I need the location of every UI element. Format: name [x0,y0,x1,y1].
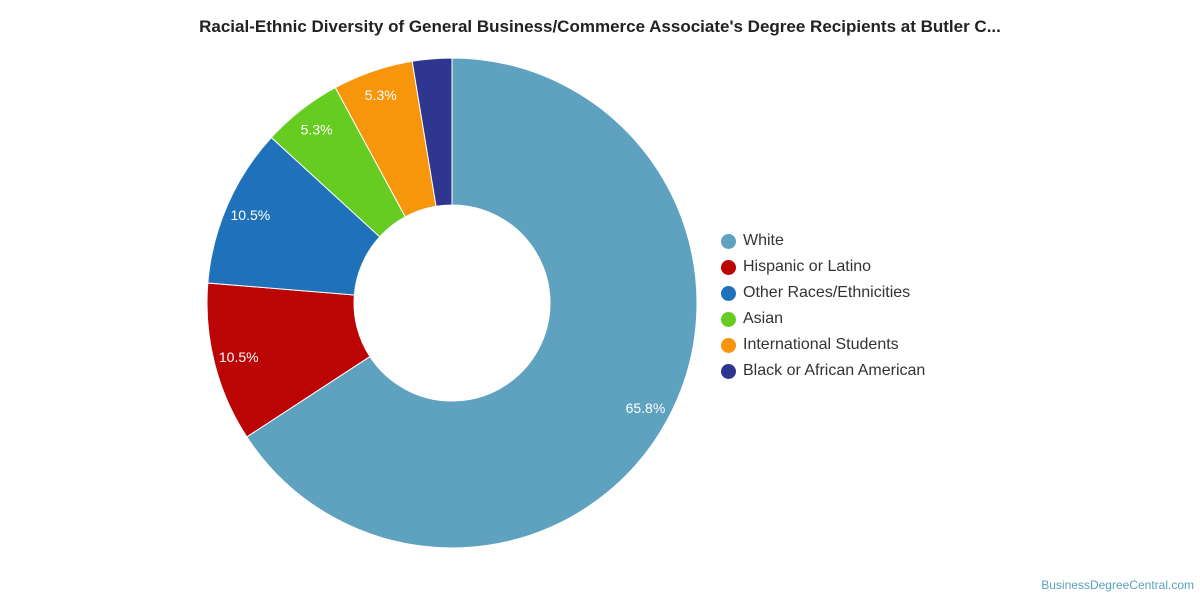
legend-swatch-icon [721,285,736,301]
slice-label-asian: 5.3% [301,122,333,138]
legend-swatch-icon [721,311,736,327]
chart-title: Racial-Ethnic Diversity of General Busin… [199,17,1001,36]
slice-hispanic-or-latino [206,282,371,438]
legend-item-other-races-ethnicities[interactable]: Other Races/Ethnicities [721,280,925,306]
legend-label: White [743,232,784,249]
slice-label-international-students: 5.3% [365,87,397,103]
legend-swatch-icon [721,259,736,275]
legend-item-hispanic-or-latino[interactable]: Hispanic or Latino [721,254,925,280]
legend-label: Asian [743,310,784,327]
legend-swatch-icon [721,337,736,353]
legend-label: International Students [743,336,899,353]
legend-label: Other Races/Ethnicities [743,284,911,301]
slice-other-races-ethnicities [207,136,381,296]
source-credit: BusinessDegreeCentral.com [1041,578,1194,592]
legend-swatch-icon [721,233,736,249]
legend-item-white[interactable]: White [721,228,925,254]
slice-black-or-african-american [411,57,453,207]
legend-label: Black or African American [743,362,926,379]
slice-label-white: 65.8% [626,400,666,416]
slice-label-other-races-ethnicities: 10.5% [231,207,271,223]
slice-label-hispanic-or-latino: 10.5% [219,349,259,365]
donut-chart: 65.8% 10.5% 10.5% 5.3% 5.3% [206,57,698,549]
legend-item-asian[interactable]: Asian [721,306,925,332]
chart-legend: White Hispanic or Latino Other Races/Ethni… [721,228,925,384]
legend-item-international-students[interactable]: International Students [721,332,925,358]
slice-white [246,57,698,549]
legend-label: Hispanic or Latino [743,258,872,275]
legend-item-black-or-african-american[interactable]: Black or African American [721,358,925,384]
legend-swatch-icon [721,363,736,379]
